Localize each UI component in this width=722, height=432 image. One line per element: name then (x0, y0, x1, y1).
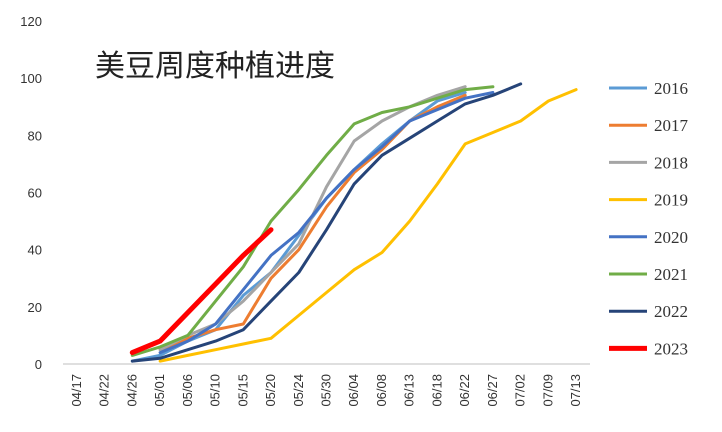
y-tick-label: 40 (28, 243, 42, 258)
x-tick-label: 07/13 (568, 374, 583, 407)
y-axis-labels: 0 20 40 60 80 100 120 (20, 14, 42, 372)
legend: 2016 2017 2018 2019 2020 2021 2022 2023 (609, 79, 689, 358)
y-tick-label: 80 (28, 128, 42, 143)
x-tick-label: 04/26 (124, 374, 139, 407)
y-tick-label: 60 (28, 186, 42, 201)
x-tick-label: 04/17 (69, 374, 84, 407)
x-tick-label: 07/02 (513, 374, 528, 407)
legend-label-2022: 2022 (654, 302, 688, 321)
chart-title: 美豆周度种植进度 (95, 49, 335, 84)
legend-label-2018: 2018 (654, 153, 688, 172)
x-tick-label: 05/24 (291, 374, 306, 407)
x-tick-label: 05/20 (263, 374, 278, 407)
x-tick-label: 06/08 (374, 374, 389, 407)
y-tick-label: 0 (35, 357, 42, 372)
x-tick-label: 05/15 (235, 374, 250, 407)
x-tick-label: 06/13 (402, 374, 417, 407)
y-tick-label: 100 (20, 71, 42, 86)
series-line-2021 (130, 85, 495, 357)
plot-area (63, 82, 590, 365)
legend-label-2016: 2016 (654, 79, 688, 98)
series-line-2018 (158, 85, 467, 352)
x-axis-labels: 04/17 04/22 04/26 05/01 05/06 05/10 05/15 05/20… (69, 374, 583, 407)
x-tick-label: 05/01 (152, 374, 167, 407)
legend-label-2023: 2023 (654, 339, 688, 358)
x-tick-label: 05/30 (319, 374, 334, 407)
legend-label-2020: 2020 (654, 228, 688, 247)
x-tick-label: 06/27 (485, 374, 500, 407)
x-tick-label: 06/18 (429, 374, 444, 407)
legend-label-2021: 2021 (654, 265, 688, 284)
x-tick-label: 05/10 (208, 374, 223, 407)
series-line-2022 (130, 82, 523, 363)
series-lines (129, 82, 578, 363)
series-line-2023 (129, 227, 274, 356)
y-tick-label: 120 (20, 14, 42, 29)
x-tick-label: 07/09 (540, 374, 555, 407)
x-tick-label: 06/04 (346, 374, 361, 407)
series-line-2020 (158, 91, 495, 355)
x-tick-label: 06/22 (457, 374, 472, 407)
x-tick-label: 05/06 (180, 374, 195, 407)
legend-label-2017: 2017 (654, 116, 689, 135)
y-tick-label: 20 (28, 300, 42, 315)
legend-label-2019: 2019 (654, 191, 688, 210)
series-line-2019 (158, 88, 578, 363)
x-tick-label: 04/22 (97, 374, 112, 407)
